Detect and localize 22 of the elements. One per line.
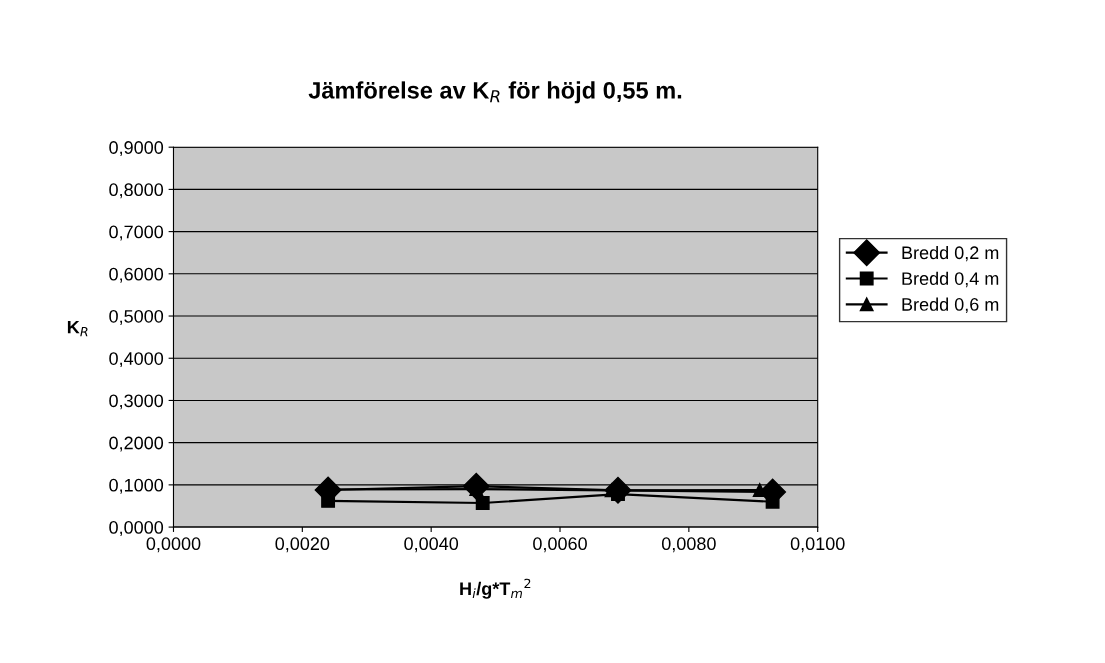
y-tick-label: 0,6000 xyxy=(109,267,164,283)
y-tick-label: 0,2000 xyxy=(109,436,164,452)
x-tick-label: 0,0060 xyxy=(533,537,587,553)
y-tick-label: 0,4000 xyxy=(109,352,164,368)
legend-label: Bredd 0,6 m xyxy=(902,297,999,313)
legend-label: Bredd 0,4 m xyxy=(902,271,999,288)
x-axis-title: H$_{i}$/g*T$_{m}$$^{2}$ xyxy=(460,578,531,599)
y-tick-label: 0,3000 xyxy=(109,394,164,410)
chart-title: Jämförelse av K$_{R}$ för höjd 0,55 m. xyxy=(308,81,682,104)
y-tick-label: 0,9000 xyxy=(109,141,164,157)
x-tick-label: 0,0020 xyxy=(275,537,330,553)
x-tick-label: 0,0000 xyxy=(146,537,201,553)
x-tick-label: 0,0100 xyxy=(790,537,845,553)
y-tick-label: 0,7000 xyxy=(109,225,164,241)
y-tick-label: 0,0000 xyxy=(109,521,164,536)
y-axis-title: K$_{R}$ xyxy=(67,320,88,337)
y-tick-label: 0,1000 xyxy=(109,478,164,494)
y-tick-label: 0,8000 xyxy=(109,183,164,199)
legend-label: Bredd 0,2 m xyxy=(902,245,999,262)
x-tick-label: 0,0040 xyxy=(404,537,459,553)
x-tick-label: 0,0080 xyxy=(661,537,716,553)
y-tick-label: 0,5000 xyxy=(109,309,164,325)
